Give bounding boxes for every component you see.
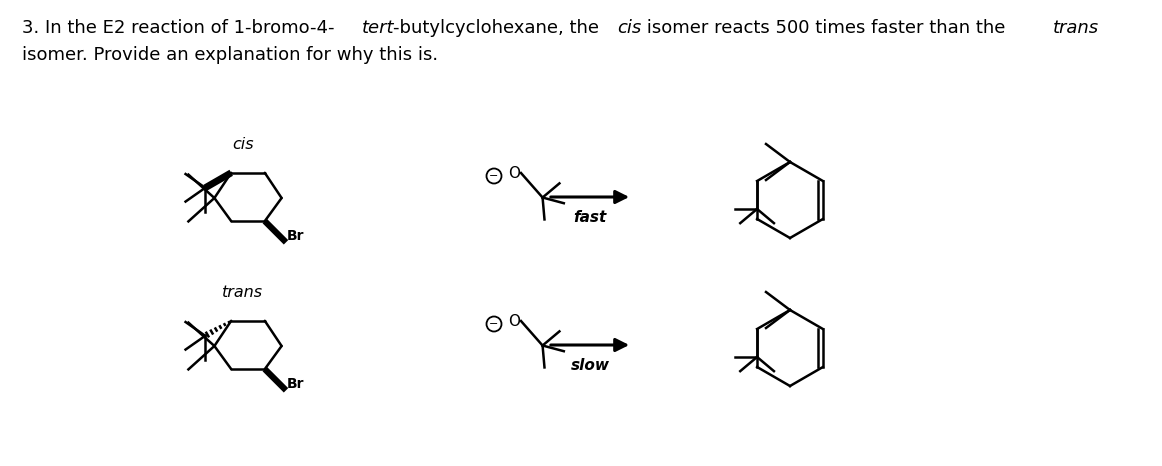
Text: Br: Br <box>287 377 304 391</box>
Text: Br: Br <box>287 229 304 243</box>
Text: slow: slow <box>571 357 610 372</box>
Text: isomer. Provide an explanation for why this is.: isomer. Provide an explanation for why t… <box>22 46 438 64</box>
Text: isomer reacts 500 times faster than the: isomer reacts 500 times faster than the <box>641 19 1011 37</box>
Text: trans: trans <box>1053 19 1099 37</box>
Text: cis: cis <box>232 137 253 152</box>
Text: −: − <box>489 171 498 181</box>
Text: −: − <box>489 319 498 329</box>
Text: O: O <box>508 314 521 329</box>
Text: fast: fast <box>573 210 607 225</box>
Text: tert: tert <box>363 19 395 37</box>
Text: 3. In the E2 reaction of 1-bromo-4-: 3. In the E2 reaction of 1-bromo-4- <box>22 19 335 37</box>
Text: trans: trans <box>222 285 264 300</box>
Text: -butylcyclohexane, the: -butylcyclohexane, the <box>393 19 604 37</box>
Text: cis: cis <box>617 19 641 37</box>
Text: O: O <box>508 165 521 180</box>
